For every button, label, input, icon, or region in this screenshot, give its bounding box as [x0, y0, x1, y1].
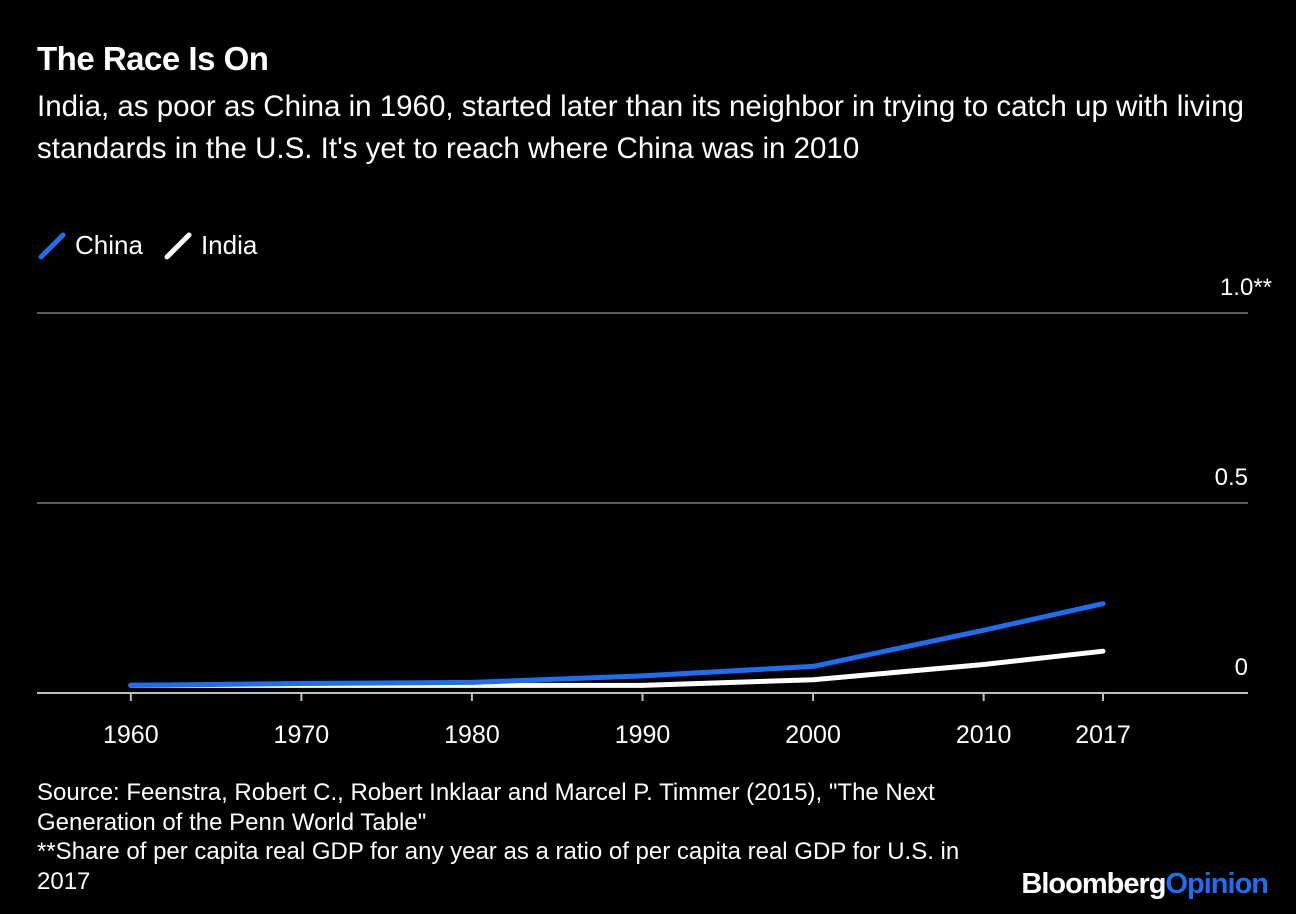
x-tick-label: 1990: [615, 721, 671, 749]
x-tick-label: 2017: [1075, 721, 1131, 749]
series-line-china: [128, 601, 1106, 688]
source-note: Source: Feenstra, Robert C., Robert Inkl…: [37, 779, 935, 836]
chart-title: The Race Is On: [37, 40, 269, 77]
x-tick-label: 1970: [274, 721, 330, 749]
series-line-india: [128, 648, 1106, 688]
y-tick-label: 1.0**: [1220, 274, 1272, 301]
x-tick-label: 1960: [103, 721, 159, 749]
x-tick-label: 1980: [444, 721, 500, 749]
chart-subtitle: India, as poor as China in 1960, started…: [37, 90, 1244, 165]
x-tick-label: 2000: [785, 721, 841, 749]
footnote-definition: **Share of per capita real GDP for any y…: [37, 838, 960, 895]
grid-layer: [37, 312, 1248, 694]
legend: China India: [37, 230, 277, 261]
brand-part-bloomberg: Bloomberg: [1021, 868, 1166, 900]
legend-label-india: India: [200, 230, 258, 260]
series-layer: [128, 601, 1106, 688]
axis-layer: 0 0.5 1.0** 1960 1970 1980 1990 2000 2010 2017: [103, 274, 1272, 749]
legend-item-india: India: [163, 230, 257, 261]
footnotes: Source: Feenstra, Robert C., Robert Inkl…: [37, 778, 997, 896]
legend-label-china: China: [75, 230, 143, 260]
y-tick-label: 0: [1235, 654, 1248, 681]
legend-swatch-india-icon: [164, 232, 192, 259]
y-tick-label: 0.5: [1215, 464, 1248, 491]
x-tick-label: 2010: [956, 721, 1012, 749]
legend-item-china: China: [37, 230, 143, 261]
bloomberg-opinion-logo: BloombergOpinion: [1021, 868, 1269, 901]
legend-swatch-china-icon: [38, 232, 66, 259]
brand-part-opinion: Opinion: [1165, 868, 1269, 900]
